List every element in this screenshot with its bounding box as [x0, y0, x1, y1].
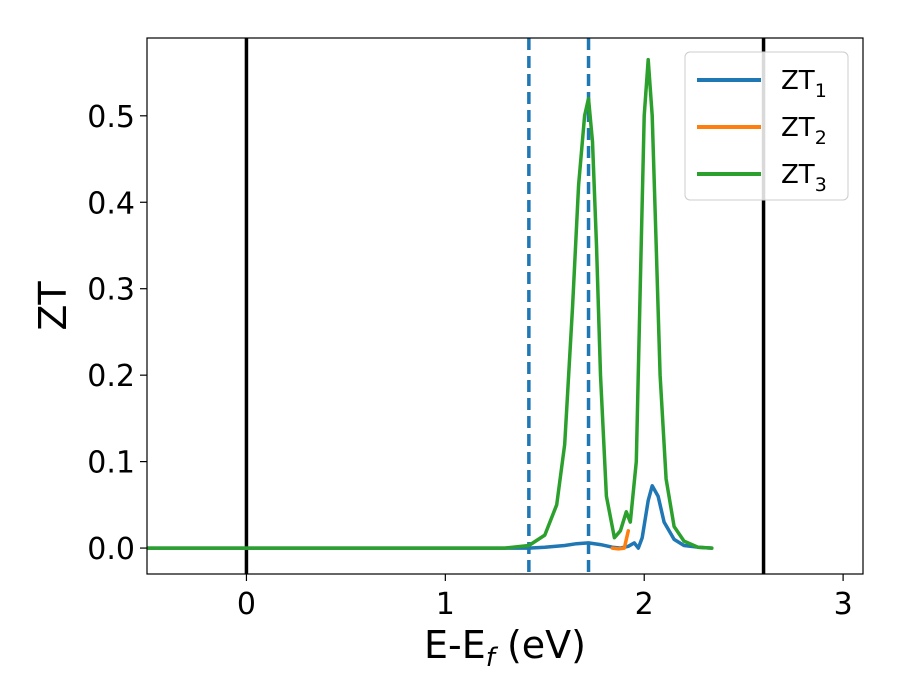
x-axis-ticks: 0 1 2 3 [237, 574, 853, 622]
series-line-zt2 [610, 529, 631, 551]
y-tick-label: 0.4 [87, 186, 135, 221]
legend-box [684, 51, 849, 201]
y-tick-label: 0.5 [87, 100, 135, 135]
legend-label-zt3: ZT3 [781, 160, 827, 196]
y-tick-label: 0.2 [87, 359, 135, 394]
x-tick-label: 2 [635, 587, 654, 622]
x-axis-label: E-Ef (eV) [424, 623, 586, 673]
y-axis-label: ZT [31, 281, 75, 331]
y-tick-label: 0.3 [87, 273, 135, 308]
x-tick-label: 3 [834, 587, 853, 622]
x-axis-label-main: E-E [424, 623, 486, 667]
y-tick-label: 0.0 [87, 532, 135, 567]
x-tick-label: 1 [436, 587, 455, 622]
plot-frame [146, 37, 864, 575]
x-tick-label: 0 [237, 587, 256, 622]
y-axis-ticks: 0.0 0.1 0.2 0.3 0.4 0.5 [87, 100, 147, 567]
series-line-zt3 [147, 57, 714, 550]
legend-label-zt2: ZT2 [781, 113, 827, 149]
legend: ZT1 ZT2 ZT3 [684, 51, 849, 201]
y-tick-label: 0.1 [87, 446, 135, 481]
series-layer [147, 57, 714, 551]
legend-label-zt1: ZT1 [781, 66, 827, 102]
x-axis-label-unit: (eV) [495, 623, 586, 667]
